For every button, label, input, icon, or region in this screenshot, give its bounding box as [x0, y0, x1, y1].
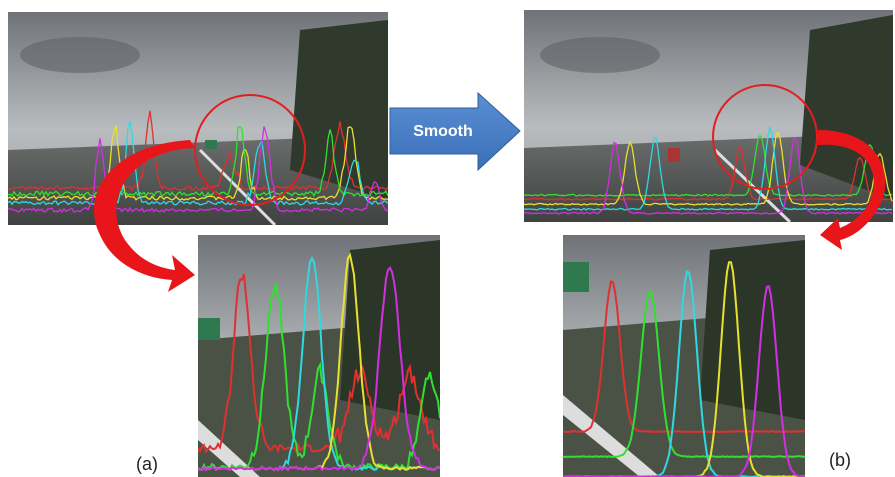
figure: Smooth (a) (b) — [0, 0, 895, 477]
panel-label: (b) — [829, 450, 851, 470]
arrow-label: Smooth — [413, 123, 473, 140]
photo-smoothed — [524, 10, 893, 222]
photo-raw — [8, 12, 388, 225]
zoom-smoothed — [563, 235, 805, 477]
panel-label: (a) — [136, 454, 158, 474]
zoom-raw — [198, 235, 440, 477]
page: Smooth (a) (b) (() => { const data = JSO… — [0, 0, 895, 477]
